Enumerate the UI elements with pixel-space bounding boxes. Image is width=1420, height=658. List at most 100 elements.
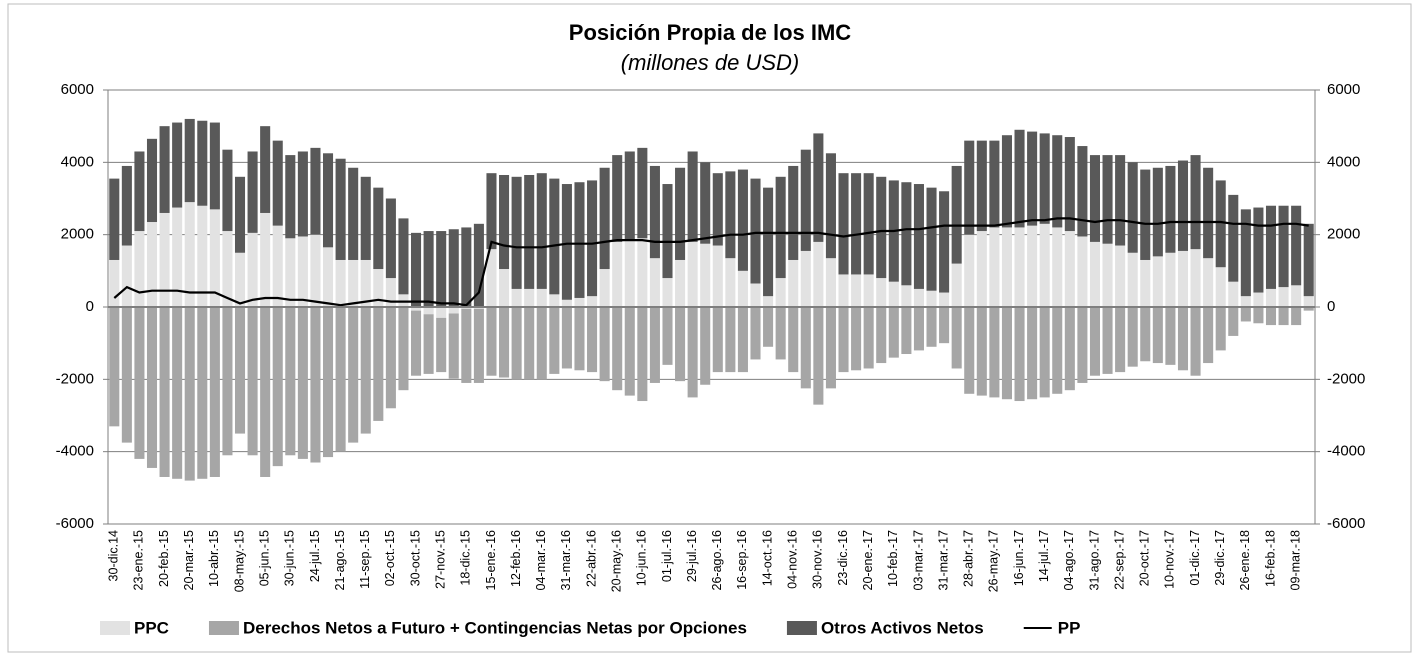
bar (763, 187, 774, 297)
bar (1027, 307, 1038, 400)
bar (825, 307, 836, 389)
bar (1177, 250, 1189, 307)
x-tick-label: 26-ene.-18 (1238, 530, 1252, 591)
bar (712, 173, 723, 246)
bar (750, 283, 761, 307)
x-tick-label: 20-ene.-17 (861, 530, 875, 591)
bar (121, 245, 132, 307)
bar (863, 274, 874, 307)
x-tick-label: 01-jul.-16 (660, 530, 674, 582)
bar (876, 176, 887, 279)
bar (1228, 281, 1239, 307)
bar (398, 307, 409, 391)
bar (1190, 155, 1201, 250)
bar (285, 155, 296, 239)
bar (322, 247, 334, 307)
bar (121, 307, 132, 443)
bar (473, 223, 484, 307)
bar (561, 299, 572, 307)
bar (1303, 307, 1314, 311)
bar (1278, 287, 1289, 307)
bar (989, 227, 1000, 307)
bar (838, 307, 849, 373)
bar (310, 234, 321, 307)
bar (285, 238, 296, 307)
bar (825, 258, 836, 307)
bar (800, 307, 811, 389)
bar (1140, 259, 1151, 307)
x-tick-label: 08-may.-15 (232, 530, 246, 592)
bar (1165, 252, 1176, 307)
bar (1265, 205, 1277, 289)
bar (461, 227, 472, 307)
bar (222, 149, 233, 232)
x-tick-label: 20-feb.-15 (157, 530, 171, 587)
x-tick-label: 04-nov.-16 (785, 530, 799, 589)
x-tick-label: 28-abr.-17 (961, 530, 975, 587)
bar (549, 307, 560, 374)
y2-tick-label: 0 (1327, 298, 1335, 315)
bar (561, 307, 572, 369)
bar (662, 307, 673, 365)
bar (310, 147, 321, 235)
x-tick-label: 29-dic.-17 (1213, 530, 1227, 586)
bar (725, 307, 736, 373)
bar (725, 171, 736, 259)
bar (134, 231, 145, 307)
bar (825, 153, 836, 259)
bar (913, 184, 924, 289)
x-tick-label: 23-dic.-16 (836, 530, 850, 586)
bar (536, 307, 547, 380)
bar (297, 236, 308, 307)
bar (209, 307, 220, 477)
bar (385, 307, 396, 409)
bar (700, 162, 711, 244)
bar (700, 307, 711, 385)
bar (813, 241, 824, 307)
x-tick-label: 04-mar.-16 (534, 530, 548, 590)
bar (939, 292, 950, 307)
bar (134, 151, 145, 232)
bar (511, 307, 522, 380)
bar (322, 153, 334, 248)
bar (926, 290, 937, 307)
bar (184, 307, 195, 481)
legend-label: PPC (134, 618, 169, 637)
bar (1014, 227, 1025, 307)
bar (1001, 227, 1012, 307)
bar (272, 225, 283, 307)
bar (989, 140, 1000, 228)
bar (549, 294, 560, 307)
bar (524, 174, 535, 289)
bar (964, 234, 975, 307)
bar (851, 274, 862, 307)
bar (385, 278, 396, 307)
bar (184, 118, 195, 203)
bar (976, 140, 987, 232)
bar (486, 249, 497, 307)
y2-tick-label: -6000 (1327, 515, 1365, 532)
bar (109, 178, 120, 260)
bar (1102, 243, 1113, 307)
x-tick-label: 18-dic.-15 (459, 530, 473, 586)
bar (1027, 225, 1038, 307)
bar (1127, 307, 1138, 367)
bar (360, 307, 371, 434)
bar (1039, 223, 1050, 307)
x-tick-label: 16-jun.-17 (1012, 530, 1026, 586)
bar (1140, 169, 1151, 260)
legend-swatch (100, 621, 130, 635)
bar (184, 202, 195, 307)
bar (1077, 236, 1088, 307)
bar (146, 138, 158, 223)
bar (197, 205, 208, 307)
bar (1177, 160, 1189, 251)
x-tick-label: 12-feb.-16 (509, 530, 523, 587)
y2-tick-label: 2000 (1327, 226, 1360, 243)
legend-label: Derechos Netos a Futuro + Contingencias … (243, 618, 747, 637)
x-tick-label: 23-ene.-15 (132, 530, 146, 591)
bar (222, 231, 233, 307)
bar (1052, 135, 1063, 228)
bar (1240, 307, 1251, 322)
legend-swatch (208, 621, 239, 635)
